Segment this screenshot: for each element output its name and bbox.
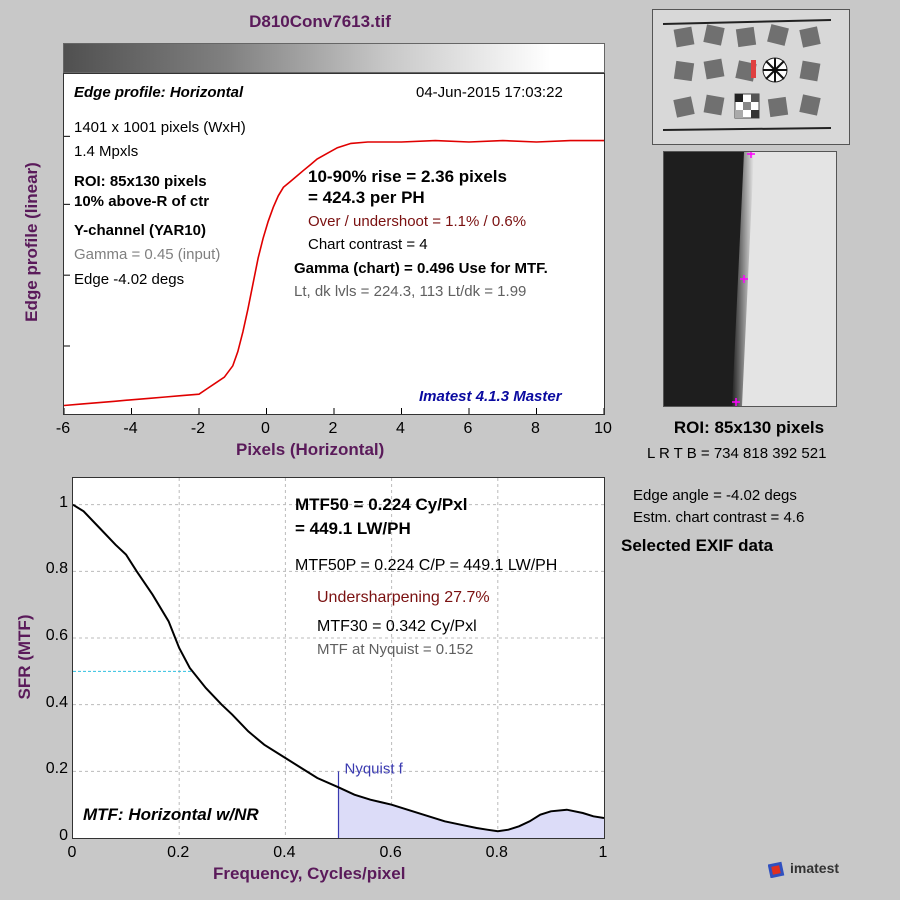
levels-text: Lt, dk lvls = 224.3, 113 Lt/dk = 1.99 <box>294 283 527 300</box>
edge-x-tick-label: 2 <box>328 420 338 437</box>
dims-text: 1401 x 1001 pixels (WxH) <box>74 119 246 136</box>
nyquist-mtf-text: MTF at Nyquist = 0.152 <box>317 641 474 658</box>
rise-ph-text: = 424.3 per PH <box>308 188 425 207</box>
edge-ylabel: Edge profile (linear) <box>22 162 41 322</box>
roi-edge-angle: Edge angle = -4.02 degs <box>633 487 797 504</box>
channel-text: Y-channel (YAR10) <box>74 222 206 239</box>
roi-image-svg <box>664 152 836 406</box>
mtf50-text: MTF50 = 0.224 Cy/Pxl <box>295 495 468 514</box>
mtf-x-tick-label: 0.4 <box>273 844 296 861</box>
mtf-y-tick-label: 0 <box>59 827 68 844</box>
date-text: 04-Jun-2015 17:03:22 <box>416 84 563 101</box>
rise-text: 10-90% rise = 2.36 pixels <box>308 167 507 186</box>
edge-profile-line <box>64 139 604 407</box>
mtf-x-tick-label: 0 <box>67 844 77 861</box>
mtf-svg: Nyquist f <box>73 478 604 838</box>
edge-profile-svg <box>64 135 604 414</box>
undersharpening-text: Undersharpening 27.7% <box>317 589 490 606</box>
mtf-y-tick-label: 0.8 <box>45 560 68 578</box>
chart-contrast-text: Chart contrast = 4 <box>308 236 428 253</box>
mtf-xlabel: Frequency, Cycles/pixel <box>213 864 406 883</box>
gradient-bar <box>63 43 605 73</box>
gamma-input-text: Gamma = 0.45 (input) <box>74 246 221 263</box>
mtf-plot: Nyquist f MTF50 = 0.224 Cy/Pxl = 449.1 L… <box>72 477 605 839</box>
mtf-ylabel: SFR (MTF) <box>15 614 34 700</box>
mtf-y-tick-label: 1 <box>59 493 68 511</box>
logo-text: imatest <box>790 860 840 876</box>
chart-thumbnail <box>652 9 850 145</box>
edge-profile-title: Edge profile: Horizontal <box>74 84 244 101</box>
edge-x-tick-label: 4 <box>396 420 405 437</box>
mtf-y-tick-label: 0.4 <box>45 693 68 711</box>
mtf-y-tick-label: 0.6 <box>45 627 68 644</box>
chart-thumbnail-svg <box>662 19 832 131</box>
roi-coords: L R T B = 734 818 392 521 <box>647 445 827 462</box>
roi-label: ROI: 85x130 pixels <box>673 418 825 437</box>
overshoot-text: Over / undershoot = 1.1% / 0.6% <box>308 213 527 230</box>
gamma-chart-text: Gamma (chart) = 0.496 Use for MTF. <box>294 260 548 277</box>
edge-x-tick-label: -4 <box>123 420 138 437</box>
imatest-logo-icon <box>767 861 785 879</box>
edge-profile-plot: Edge profile: Horizontal 04-Jun-2015 17:… <box>63 73 605 415</box>
roi-image <box>663 151 837 407</box>
mtf-x-tick-label: 0.6 <box>379 844 402 861</box>
imatest-logo: imatest <box>767 860 839 883</box>
window-title: D810Conv7613.tif <box>249 12 391 31</box>
mtf-x-tick-label: 1 <box>598 844 608 861</box>
edge-x-tick-label: 6 <box>463 420 473 437</box>
mtf-panel-label: MTF: Horizontal w/NR <box>83 805 259 824</box>
roi-chart-contrast: Estm. chart contrast = 4.6 <box>633 509 805 526</box>
edge-x-tick-label: 0 <box>261 420 270 437</box>
mtf-x-tick-label: 0.8 <box>485 844 508 861</box>
roi-text: ROI: 85x130 pixels <box>74 173 207 190</box>
version-text: Imatest 4.1.3 Master <box>419 388 562 405</box>
mpxls-text: 1.4 Mpxls <box>74 143 139 160</box>
mtf-x-tick-label: 0.2 <box>167 844 190 861</box>
mtf50p-text: MTF50P = 0.224 C/P = 449.1 LW/PH <box>295 557 558 574</box>
mtf-y-tick-label: 0.2 <box>45 760 68 778</box>
roi-pos-text: 10% above-R of ctr <box>74 193 210 210</box>
exif-label: Selected EXIF data <box>621 536 774 555</box>
edge-x-tick-label: 10 <box>594 420 612 437</box>
mtf-curve <box>73 503 604 833</box>
edge-xlabel: Pixels (Horizontal) <box>236 440 385 459</box>
edge-x-tick-label: -2 <box>190 420 206 437</box>
nyquist-label: Nyquist f <box>345 760 404 777</box>
edge-angle-text: Edge -4.02 degs <box>74 271 185 288</box>
edge-x-tick-label: -6 <box>55 420 71 437</box>
mtf30-text: MTF30 = 0.342 Cy/Pxl <box>317 618 477 635</box>
nyquist-shade <box>338 787 604 838</box>
edge-x-tick-label: 8 <box>531 420 540 437</box>
mtf50-lwph-text: = 449.1 LW/PH <box>295 519 411 538</box>
